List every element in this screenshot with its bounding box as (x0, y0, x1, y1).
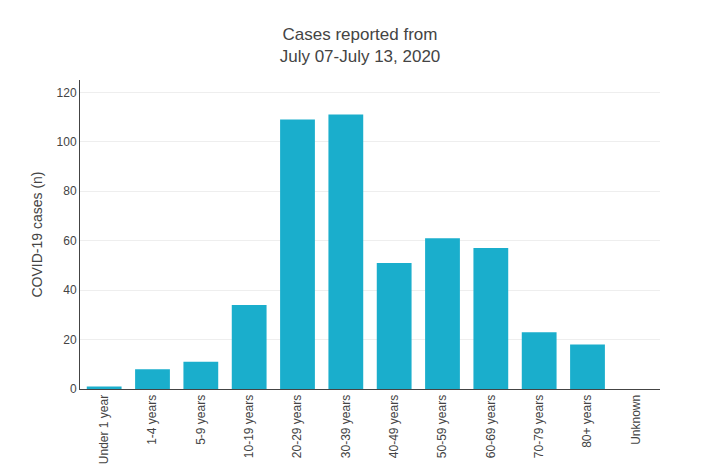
svg-text:60-69 years: 60-69 years (484, 395, 498, 458)
svg-text:70-79 years: 70-79 years (532, 395, 546, 458)
svg-text:20-29 years: 20-29 years (290, 395, 304, 458)
svg-text:20: 20 (63, 333, 77, 347)
svg-text:COVID-19 cases (n): COVID-19 cases (n) (29, 171, 45, 297)
svg-text:80: 80 (63, 184, 77, 198)
svg-text:Cases reported fromJuly 07-Jul: Cases reported fromJuly 07-July 13, 2020 (280, 25, 441, 66)
svg-text:10-19 years: 10-19 years (242, 395, 256, 458)
svg-text:100: 100 (57, 135, 77, 149)
svg-text:30-39 years: 30-39 years (339, 395, 353, 458)
svg-text:Unknown: Unknown (629, 395, 643, 445)
svg-text:50-59 years: 50-59 years (435, 395, 449, 458)
svg-text:Under 1 year: Under 1 year (97, 395, 111, 464)
svg-text:1-4 years: 1-4 years (145, 395, 159, 445)
svg-text:0: 0 (70, 382, 77, 396)
svg-text:60: 60 (63, 234, 77, 248)
svg-text:40: 40 (63, 283, 77, 297)
svg-text:5-9 years: 5-9 years (194, 395, 208, 445)
svg-text:80+ years: 80+ years (580, 395, 594, 448)
svg-text:40-49 years: 40-49 years (387, 395, 401, 458)
svg-text:120: 120 (57, 86, 77, 100)
